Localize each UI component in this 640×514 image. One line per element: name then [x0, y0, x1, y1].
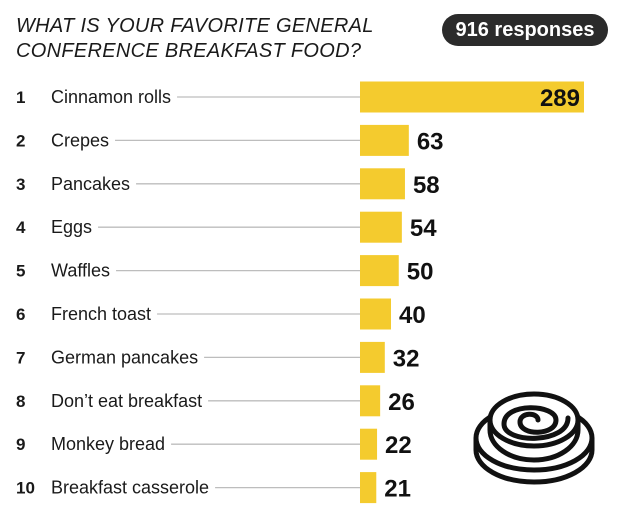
- category-label: Pancakes: [51, 174, 130, 194]
- chart-row: 7 German pancakes 32: [16, 341, 420, 373]
- category-label: German pancakes: [51, 347, 198, 367]
- value-label: 21: [384, 476, 411, 503]
- chart-row: 9 Monkey bread 22: [16, 428, 412, 460]
- chart-row: 8 Don’t eat breakfast 26: [16, 385, 415, 417]
- value-label: 50: [407, 259, 434, 286]
- rank-label: 5: [16, 262, 25, 281]
- value-label: 32: [393, 345, 420, 372]
- bar: [360, 385, 381, 417]
- category-label: Crepes: [51, 130, 109, 150]
- rank-label: 8: [16, 392, 25, 411]
- rank-label: 2: [16, 131, 25, 150]
- bar: [360, 168, 405, 200]
- chart-row: 1 Cinnamon rolls 289: [16, 81, 584, 113]
- value-label: 63: [417, 128, 444, 155]
- rank-label: 3: [16, 175, 25, 194]
- chart-row: 2 Crepes 63: [16, 124, 444, 156]
- bar: [360, 472, 377, 504]
- bar: [360, 124, 409, 156]
- value-label: 54: [410, 215, 437, 242]
- value-label: 58: [413, 172, 440, 199]
- chart-row: 6 French toast 40: [16, 298, 426, 330]
- value-label: 26: [388, 389, 415, 416]
- value-label: 22: [385, 432, 412, 459]
- bar: [360, 255, 399, 287]
- category-label: Cinnamon rolls: [51, 87, 171, 107]
- bar: [360, 298, 392, 330]
- rank-label: 7: [16, 348, 25, 367]
- cinnamon-roll-icon: [473, 391, 595, 485]
- bar: [360, 341, 385, 373]
- bar: [360, 428, 378, 460]
- rank-label: 4: [16, 218, 26, 237]
- chart-row: 3 Pancakes 58: [16, 168, 440, 200]
- rank-label: 1: [16, 88, 25, 107]
- chart-title: WHAT IS YOUR FAVORITE GENERAL CONFERENCE…: [16, 15, 374, 62]
- responses-badge: 916 responses: [442, 14, 608, 46]
- value-label: 40: [399, 302, 426, 329]
- category-label: Monkey bread: [51, 434, 165, 454]
- chart-row: 5 Waffles 50: [16, 255, 434, 287]
- category-label: Breakfast casserole: [51, 478, 209, 498]
- bar: [360, 211, 402, 243]
- chart-row: 10 Breakfast casserole 21: [16, 472, 411, 504]
- rank-label: 9: [16, 435, 25, 454]
- rank-label: 10: [16, 479, 35, 498]
- category-label: Don’t eat breakfast: [51, 391, 202, 411]
- rank-label: 6: [16, 305, 25, 324]
- category-label: French toast: [51, 304, 151, 324]
- bar: [360, 81, 584, 113]
- category-label: Waffles: [51, 261, 110, 281]
- value-label: 289: [540, 85, 580, 112]
- category-label: Eggs: [51, 217, 92, 237]
- chart-row: 4 Eggs 54: [16, 211, 437, 243]
